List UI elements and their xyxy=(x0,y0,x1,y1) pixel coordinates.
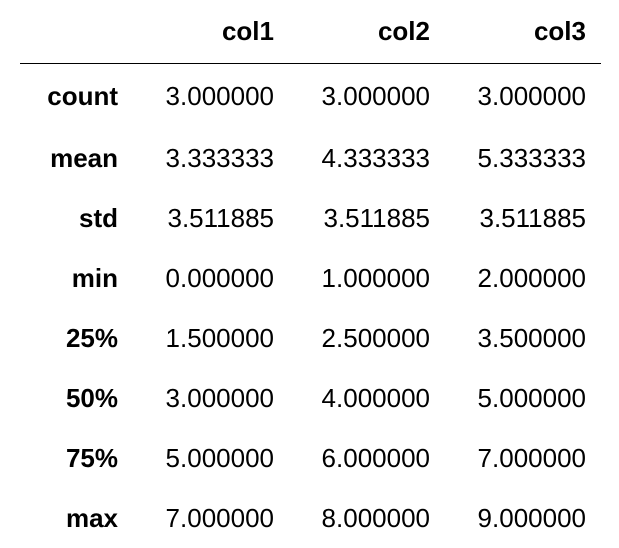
table-cell: 7.000000 xyxy=(445,428,601,488)
table-cell: 5.000000 xyxy=(133,428,289,488)
table-cell: 3.000000 xyxy=(133,64,289,129)
column-header: col1 xyxy=(133,0,289,64)
table-cell: 3.511885 xyxy=(289,188,445,248)
table-row: 50% 3.000000 4.000000 5.000000 xyxy=(20,368,601,428)
table-cell: 3.333333 xyxy=(133,128,289,188)
table-cell: 8.000000 xyxy=(289,488,445,548)
table-row: min 0.000000 1.000000 2.000000 xyxy=(20,248,601,308)
table-cell: 3.000000 xyxy=(289,64,445,129)
table-row: max 7.000000 8.000000 9.000000 xyxy=(20,488,601,548)
table-cell: 0.000000 xyxy=(133,248,289,308)
row-label: 25% xyxy=(20,308,133,368)
table-cell: 2.000000 xyxy=(445,248,601,308)
header-row: col1 col2 col3 xyxy=(20,0,601,64)
row-label: max xyxy=(20,488,133,548)
row-label: mean xyxy=(20,128,133,188)
table-row: std 3.511885 3.511885 3.511885 xyxy=(20,188,601,248)
row-label: std xyxy=(20,188,133,248)
table-row: count 3.000000 3.000000 3.000000 xyxy=(20,64,601,129)
row-label: min xyxy=(20,248,133,308)
table-cell: 9.000000 xyxy=(445,488,601,548)
table-row: 75% 5.000000 6.000000 7.000000 xyxy=(20,428,601,488)
table-cell: 4.000000 xyxy=(289,368,445,428)
table-row: mean 3.333333 4.333333 5.333333 xyxy=(20,128,601,188)
table-cell: 6.000000 xyxy=(289,428,445,488)
table-cell: 7.000000 xyxy=(133,488,289,548)
table-cell: 3.511885 xyxy=(445,188,601,248)
table-cell: 3.500000 xyxy=(445,308,601,368)
column-header: col3 xyxy=(445,0,601,64)
table-cell: 1.500000 xyxy=(133,308,289,368)
table-cell: 1.000000 xyxy=(289,248,445,308)
summary-statistics-table: col1 col2 col3 count 3.000000 3.000000 3… xyxy=(20,0,601,548)
column-header: col2 xyxy=(289,0,445,64)
table-cell: 5.000000 xyxy=(445,368,601,428)
table-cell: 3.000000 xyxy=(445,64,601,129)
corner-cell xyxy=(20,0,133,64)
table-cell: 2.500000 xyxy=(289,308,445,368)
table-cell: 4.333333 xyxy=(289,128,445,188)
table-body: count 3.000000 3.000000 3.000000 mean 3.… xyxy=(20,64,601,548)
row-label: 75% xyxy=(20,428,133,488)
table-row: 25% 1.500000 2.500000 3.500000 xyxy=(20,308,601,368)
table-header: col1 col2 col3 xyxy=(20,0,601,64)
row-label: count xyxy=(20,64,133,129)
row-label: 50% xyxy=(20,368,133,428)
table-cell: 3.511885 xyxy=(133,188,289,248)
table-cell: 3.000000 xyxy=(133,368,289,428)
table-cell: 5.333333 xyxy=(445,128,601,188)
